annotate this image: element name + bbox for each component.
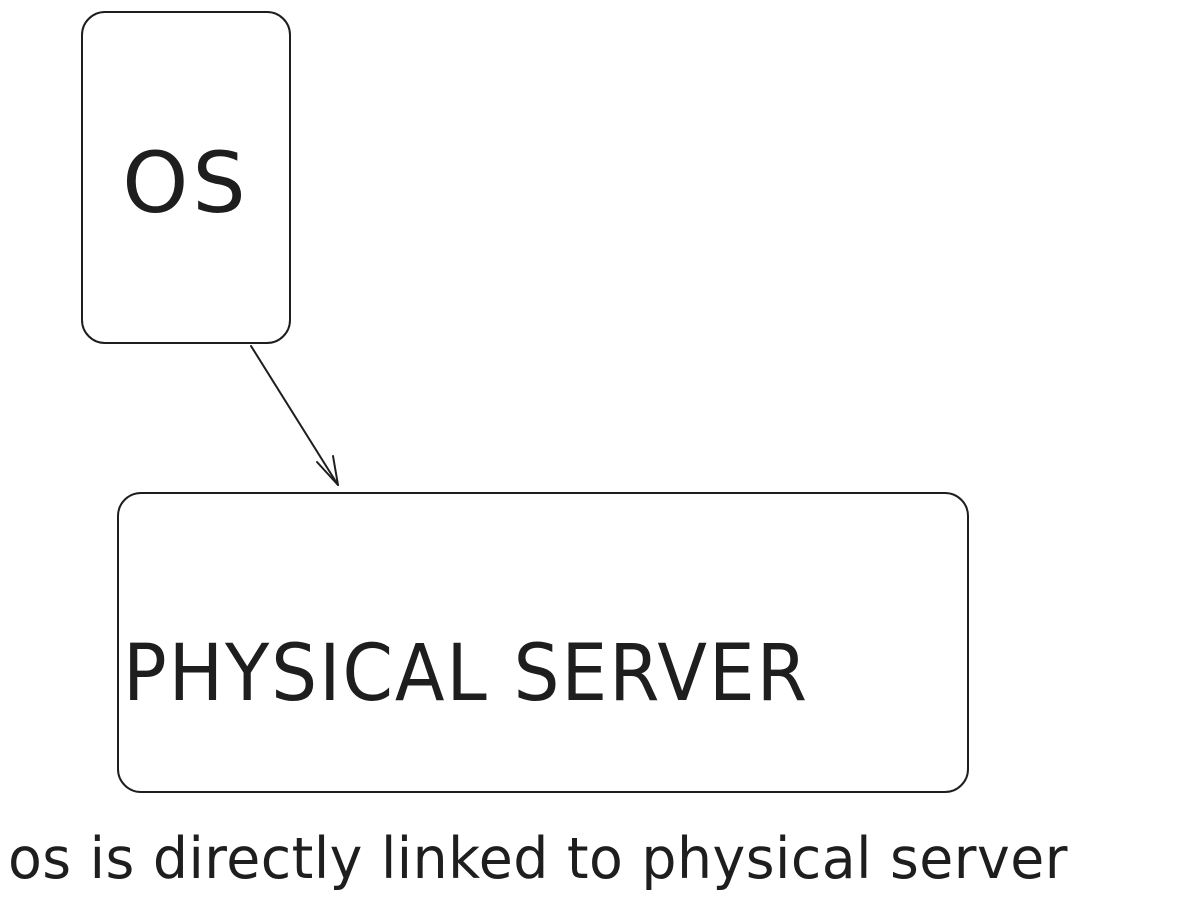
arrow-shaft xyxy=(250,345,339,486)
os-node-label: OS xyxy=(122,133,250,232)
diagram-caption: os is directly linked to physical server xyxy=(8,826,1068,892)
arrow-head-icon xyxy=(316,455,339,486)
physical-server-node-label: PHYSICAL SERVER xyxy=(123,628,809,719)
physical-server-node[interactable]: PHYSICAL SERVER xyxy=(117,492,969,793)
os-node[interactable]: OS xyxy=(81,11,291,344)
